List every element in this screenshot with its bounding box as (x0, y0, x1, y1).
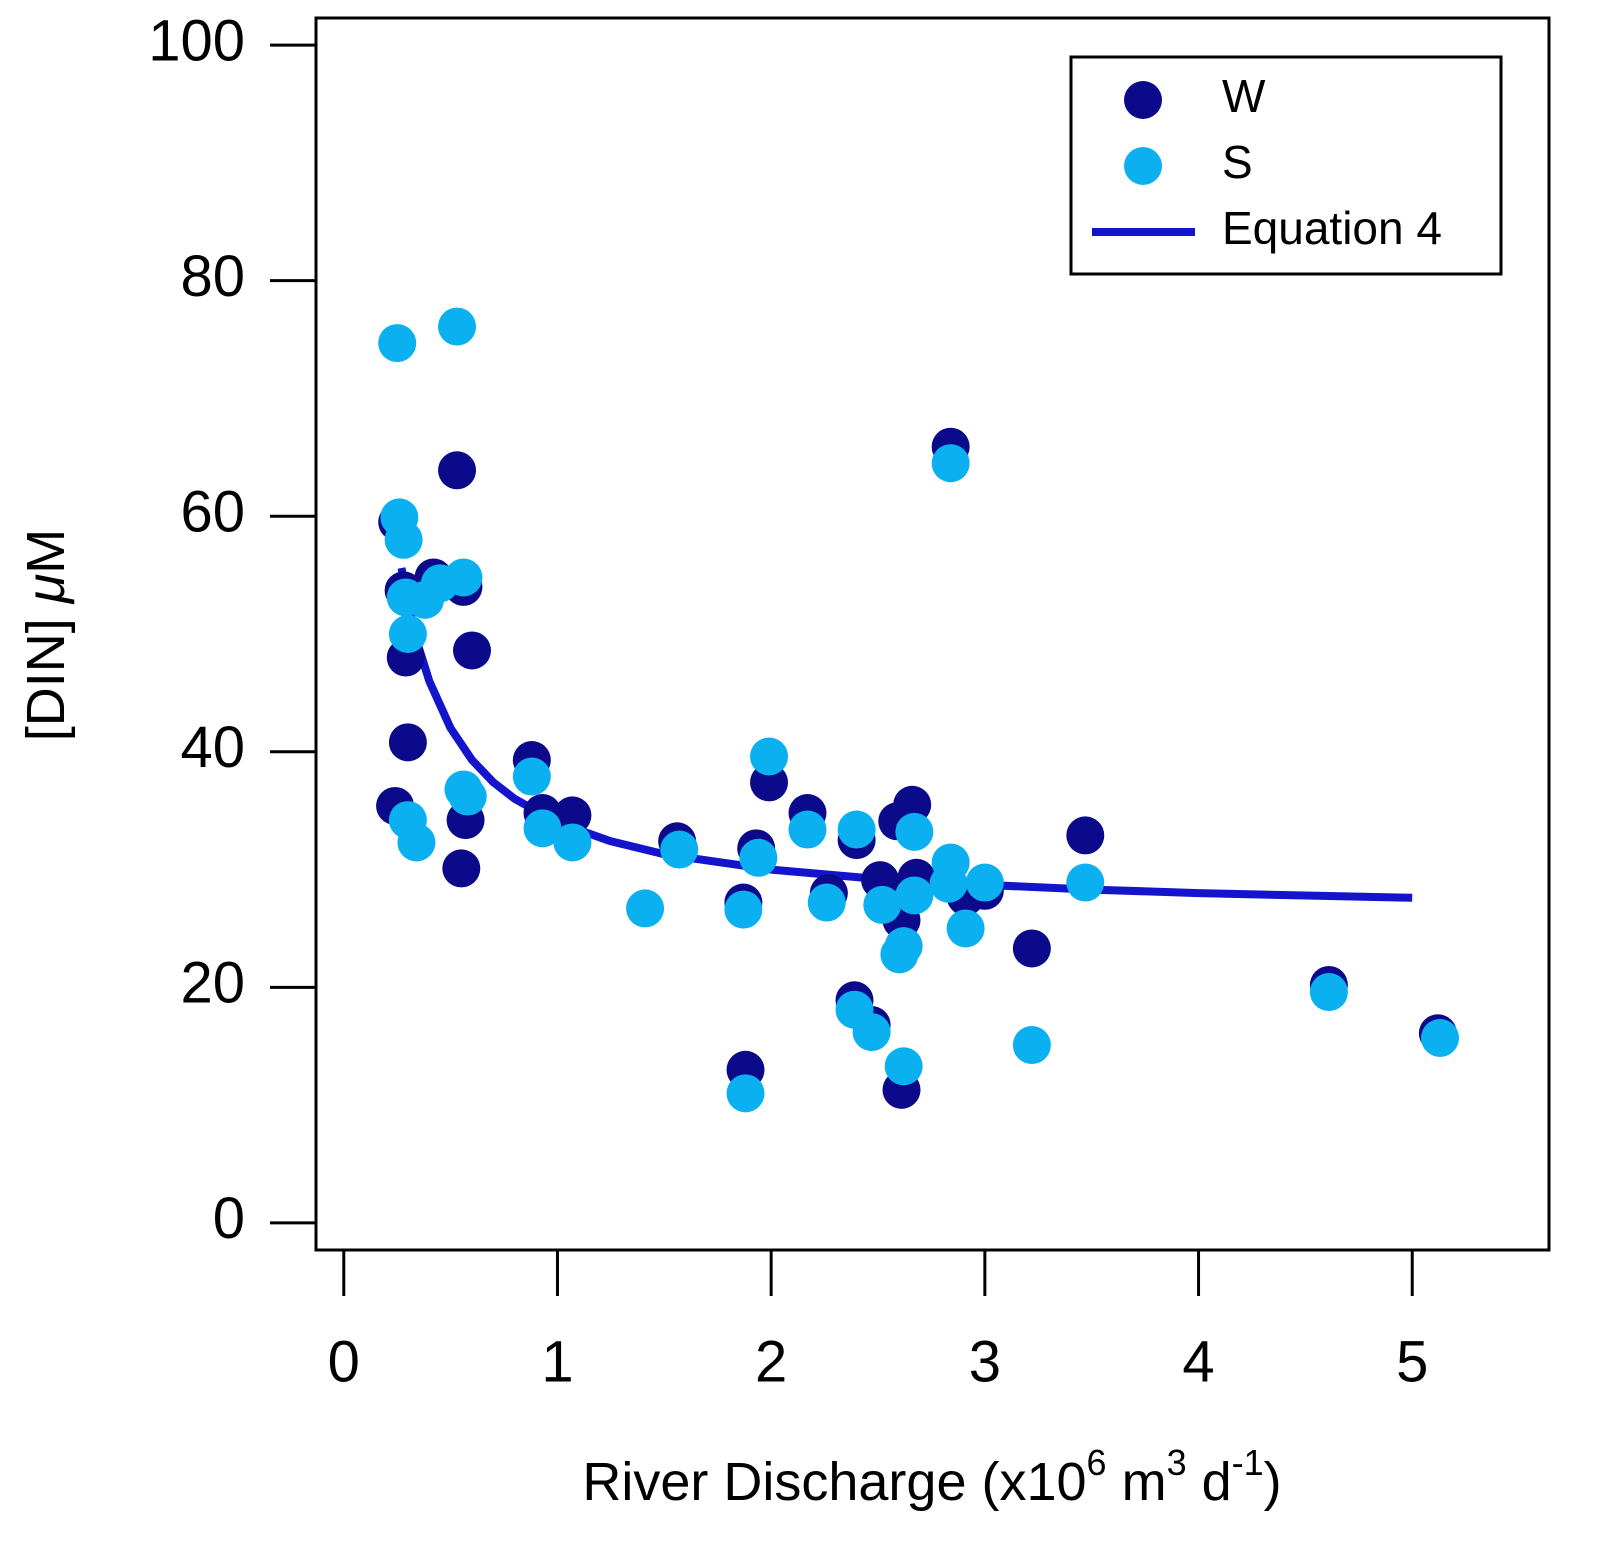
x-tick-label: 1 (541, 1329, 573, 1394)
axis-title-part: μ (16, 574, 76, 606)
data-point (448, 777, 487, 816)
data-point (895, 812, 934, 851)
data-point (452, 631, 491, 670)
data-point (1309, 973, 1348, 1012)
data-point (512, 757, 551, 796)
data-point (884, 1047, 923, 1086)
axis-title-part: d (1187, 1452, 1232, 1512)
data-point (965, 863, 1004, 902)
data-point (931, 444, 970, 483)
data-point (726, 1074, 765, 1113)
axis-title-part: ) (1264, 1452, 1282, 1512)
legend-label: W (1222, 70, 1266, 122)
legend-label: Equation 4 (1222, 202, 1442, 254)
data-point (788, 810, 827, 849)
y-tick-label: 100 (148, 8, 245, 73)
axis-title-part: River Discharge (x10 (582, 1452, 1086, 1512)
y-tick-label: 60 (180, 480, 245, 545)
data-point (397, 823, 436, 862)
data-point (442, 849, 481, 888)
x-tick-label: 5 (1396, 1329, 1428, 1394)
axis-title-part: m (1107, 1452, 1167, 1512)
data-point (880, 935, 919, 974)
axis-title-part: [DIN] (16, 603, 76, 741)
data-point (1066, 863, 1105, 902)
data-point (378, 324, 417, 363)
data-point (895, 876, 934, 915)
y-tick-label: 80 (180, 244, 245, 309)
plot-frame (314, 16, 1551, 1252)
x-tick-label: 0 (328, 1329, 360, 1394)
data-point (523, 809, 562, 848)
x-axis-title: River Discharge (x106 m3 d-1) (582, 1442, 1281, 1512)
data-point (863, 885, 902, 924)
data-point (739, 838, 778, 877)
x-tick-label: 2 (755, 1329, 787, 1394)
data-point (438, 451, 477, 490)
data-point (852, 1013, 891, 1052)
y-tick-label: 0 (213, 1186, 245, 1251)
axis-title-part: 6 (1087, 1442, 1107, 1483)
axis-title-part: 3 (1167, 1442, 1187, 1483)
data-point (1012, 1026, 1051, 1065)
x-tick-label: 3 (969, 1329, 1001, 1394)
data-point (553, 796, 592, 835)
data-point (660, 830, 699, 869)
y-tick-label: 40 (180, 715, 245, 780)
data-point (438, 307, 477, 346)
data-point (444, 558, 483, 597)
x-tick-label: 4 (1182, 1329, 1214, 1394)
data-point (724, 890, 763, 929)
data-point (384, 520, 423, 559)
data-point (626, 889, 665, 928)
data-point (750, 737, 789, 776)
y-axis-title: [DIN] μM (16, 529, 76, 742)
data-point (553, 823, 592, 862)
legend-swatch (1124, 147, 1162, 185)
data-point (1012, 929, 1051, 968)
axis-title-part: -1 (1232, 1442, 1264, 1483)
data-point (929, 864, 968, 903)
data-point (388, 723, 427, 762)
data-point (1066, 816, 1105, 855)
data-point (837, 810, 876, 849)
data-point (807, 883, 846, 922)
y-tick-label: 20 (180, 951, 245, 1016)
data-point (388, 615, 427, 653)
legend-label: S (1222, 136, 1253, 188)
data-point (1421, 1018, 1460, 1057)
data-point (893, 785, 932, 824)
axis-title-part: M (16, 529, 76, 574)
legend-swatch (1124, 81, 1162, 119)
data-point (946, 909, 985, 948)
